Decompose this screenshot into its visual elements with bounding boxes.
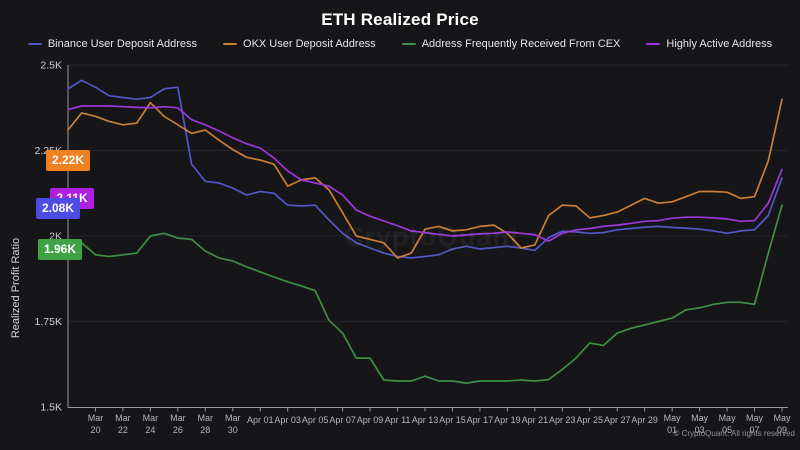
x-tick-label: Mar	[198, 413, 214, 423]
x-tick-label: Apr 19	[494, 415, 521, 425]
axis-badge-cex: 1.96K	[38, 239, 82, 260]
x-tick-label: 09	[777, 425, 787, 435]
series-line-highly-active-address[interactable]	[67, 105, 783, 242]
okx-line-swatch-icon	[223, 42, 238, 46]
x-tick-label: Apr 01	[247, 415, 274, 425]
x-tick-label: Apr 25	[577, 415, 604, 425]
x-tick-label: Mar	[88, 413, 104, 423]
x-tick-label: 28	[200, 425, 210, 435]
y-axis-title: Realized Profit Ratio	[10, 237, 22, 339]
x-tick-label: Apr 03	[274, 415, 301, 425]
series-line-okx-user-deposit-address[interactable]	[67, 98, 783, 259]
x-tick-label: Apr 13	[412, 415, 439, 425]
legend-label: Highly Active Address	[666, 38, 773, 50]
x-tick-label: Apr 29	[631, 415, 658, 425]
series-line-address-frequently-received-from-cex[interactable]	[67, 204, 783, 384]
x-tick-label: May	[773, 413, 791, 423]
axis-badge-okx: 2.22K	[46, 150, 90, 171]
x-tick-label: Apr 17	[467, 415, 494, 425]
x-tick-label: Mar	[115, 413, 131, 423]
x-tick-label: 26	[173, 425, 183, 435]
x-tick-label: 05	[722, 425, 732, 435]
x-tick-label: Apr 23	[549, 415, 576, 425]
x-tick-label: 03	[695, 425, 705, 435]
legend-label: Binance User Deposit Address	[47, 38, 198, 50]
x-tick-label: May	[746, 413, 764, 423]
x-tick-label: Apr 07	[329, 415, 356, 425]
x-tick-label: 20	[90, 425, 100, 435]
chart-legend: Binance User Deposit Address OKX User De…	[0, 38, 800, 50]
legend-item-highly-active[interactable]: Highly Active Address	[646, 38, 772, 50]
binance-line-swatch-icon	[27, 42, 42, 46]
cex-line-swatch-icon	[401, 42, 416, 46]
x-tick-label: Apr 11	[385, 415, 411, 425]
x-tick-label: 22	[118, 425, 128, 435]
axis-badge-binance: 2.08K	[36, 198, 80, 219]
legend-item-okx[interactable]: OKX User Deposit Address	[223, 38, 376, 50]
x-tick-label: Apr 15	[439, 415, 466, 425]
x-tick-label: Mar	[143, 413, 159, 423]
x-tick-label: Mar	[225, 413, 241, 423]
x-tick-label: 30	[228, 425, 238, 435]
x-tick-label: Apr 27	[604, 415, 631, 425]
highly-active-line-swatch-icon	[646, 42, 661, 46]
x-tick-label: Apr 09	[357, 415, 384, 425]
x-tick-label: Mar	[170, 413, 186, 423]
y-tick-label: 1.75K	[35, 316, 62, 328]
legend-label: OKX User Deposit Address	[243, 38, 376, 50]
x-tick-label: May	[691, 413, 709, 423]
x-tick-label: Apr 21	[522, 415, 549, 425]
x-tick-label: 01	[667, 425, 677, 435]
page-title: ETH Realized Price	[321, 10, 479, 29]
x-tick-label: May	[719, 413, 737, 423]
legend-label: Address Frequently Received From CEX	[421, 38, 621, 50]
x-tick-label: 07	[750, 425, 760, 435]
copyright-text: © CryptoQuant. All rights reserved	[673, 429, 796, 438]
legend-item-binance[interactable]: Binance User Deposit Address	[27, 38, 198, 50]
x-tick-label: May	[664, 413, 682, 423]
series-line-binance-user-deposit-address[interactable]	[67, 79, 783, 259]
y-tick-label: 2.5K	[40, 60, 62, 72]
x-tick-label: 24	[145, 425, 155, 435]
x-tick-label: Apr 05	[302, 415, 329, 425]
y-tick-label: 1.5K	[40, 402, 62, 414]
legend-item-cex[interactable]: Address Frequently Received From CEX	[401, 38, 621, 50]
